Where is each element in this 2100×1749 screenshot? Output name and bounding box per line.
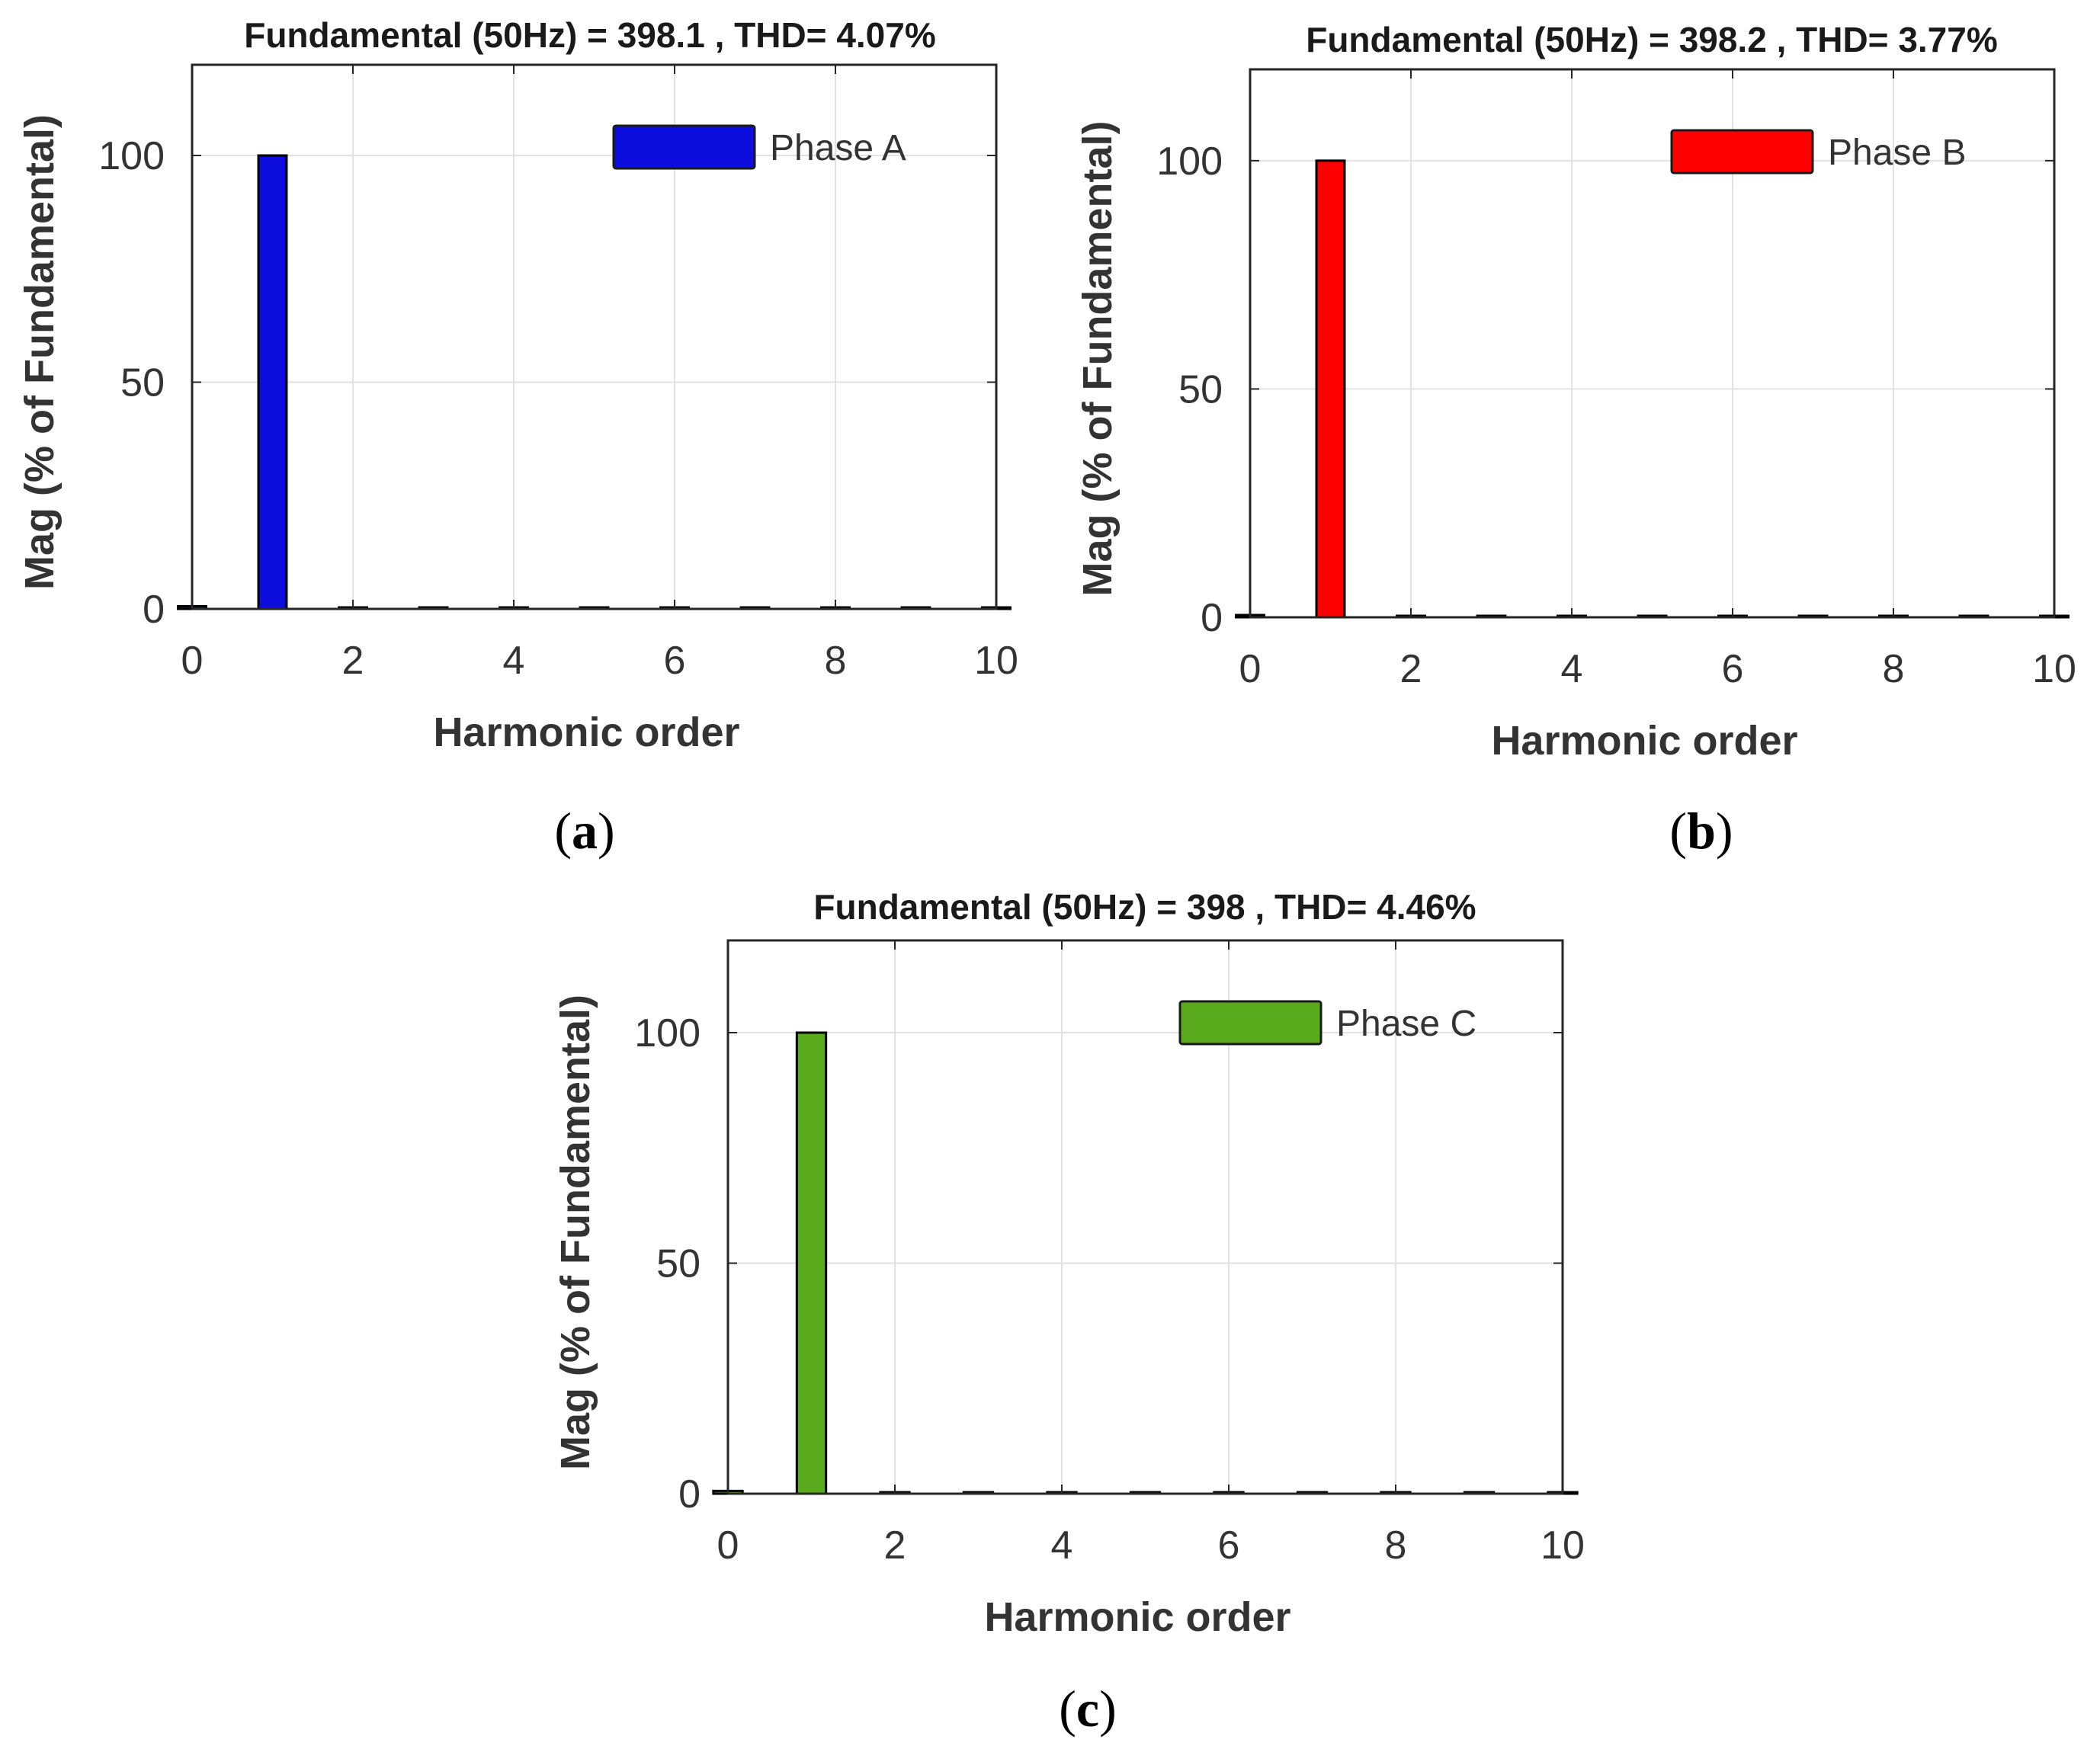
- legend-swatch: [612, 124, 756, 170]
- y-axis-label: Mag (% of Fundamental): [1075, 121, 1121, 597]
- legend-swatch: [1178, 1000, 1323, 1046]
- x-tick-label: 8: [1385, 1523, 1407, 1568]
- y-tick-label: 0: [143, 588, 165, 632]
- legend-label: Phase B: [1828, 133, 1966, 173]
- x-tick-label: 0: [1239, 647, 1262, 691]
- x-axis-label: Harmonic order: [984, 1594, 1290, 1640]
- x-tick-label: 4: [1561, 647, 1583, 691]
- x-tick-label: 10: [1541, 1523, 1585, 1568]
- subfigure-caption: (c): [1059, 1680, 1117, 1738]
- y-tick-label: 50: [1178, 367, 1223, 412]
- x-tick-label: 2: [342, 639, 364, 683]
- x-tick-label: 2: [884, 1523, 906, 1568]
- x-axis-label: Harmonic order: [433, 710, 739, 755]
- x-tick-label: 2: [1400, 647, 1422, 691]
- chart-title: Fundamental (50Hz) = 398.1 , THD= 4.07%: [244, 15, 936, 55]
- caption-letter: b: [1687, 802, 1716, 860]
- x-tick-label: 10: [2032, 647, 2076, 691]
- legend-label: Phase C: [1336, 1004, 1476, 1044]
- x-tick-label: 8: [825, 639, 847, 683]
- y-tick-label: 100: [634, 1011, 701, 1055]
- y-tick-label: 0: [678, 1472, 701, 1517]
- x-tick-label: 6: [1722, 647, 1744, 691]
- x-axis-label: Harmonic order: [1491, 718, 1797, 764]
- y-axis-label: Mag (% of Fundamental): [17, 114, 63, 590]
- bar-harmonic-1: [795, 1031, 828, 1495]
- y-tick-label: 50: [656, 1242, 701, 1286]
- y-tick-label: 100: [1156, 139, 1223, 184]
- x-tick-label: 10: [974, 639, 1018, 683]
- x-tick-label: 4: [503, 639, 525, 683]
- caption-paren-close: ): [598, 802, 615, 860]
- caption-paren-open: (: [1669, 802, 1687, 860]
- axes-box: [726, 939, 1564, 1495]
- y-tick-label: 50: [120, 361, 165, 405]
- x-tick-label: 6: [664, 639, 686, 683]
- legend-label: Phase A: [770, 128, 906, 168]
- caption-paren-close: ): [1716, 802, 1733, 860]
- x-tick-label: 0: [181, 639, 204, 683]
- bar-harmonic-1: [257, 154, 288, 610]
- caption-letter: c: [1076, 1680, 1099, 1738]
- axes-box: [191, 63, 998, 610]
- legend-swatch: [1670, 129, 1814, 175]
- axes-box: [1249, 68, 2056, 619]
- chart-title: Fundamental (50Hz) = 398 , THD= 4.46%: [813, 887, 1476, 927]
- subfigure-caption: (a): [554, 802, 614, 860]
- bar-harmonic-1: [1315, 159, 1346, 619]
- caption-letter: a: [572, 802, 598, 860]
- x-tick-label: 6: [1218, 1523, 1240, 1568]
- x-tick-label: 8: [1883, 647, 1905, 691]
- subfigure-caption: (b): [1669, 802, 1733, 860]
- y-tick-label: 100: [98, 134, 165, 178]
- chart-title: Fundamental (50Hz) = 398.2 , THD= 3.77%: [1306, 20, 1998, 59]
- caption-paren-open: (: [1059, 1680, 1076, 1738]
- caption-paren-close: ): [1099, 1680, 1117, 1738]
- caption-paren-open: (: [554, 802, 572, 860]
- x-tick-label: 4: [1051, 1523, 1073, 1568]
- x-tick-label: 0: [717, 1523, 739, 1568]
- y-axis-label: Mag (% of Fundamental): [553, 995, 598, 1470]
- y-tick-label: 0: [1201, 596, 1223, 640]
